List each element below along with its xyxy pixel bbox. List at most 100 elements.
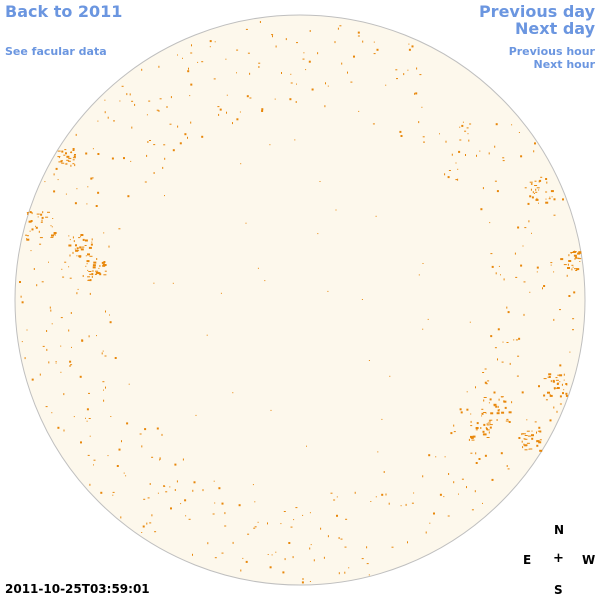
facula-dot [453, 481, 455, 484]
facula-dot [29, 230, 31, 232]
facula-dot [30, 250, 32, 252]
facula-dot [103, 232, 105, 234]
facula-dot [66, 162, 68, 165]
facula-dot [501, 396, 503, 398]
facula-dot [458, 493, 459, 495]
facula-dot [524, 449, 528, 451]
facula-dot [26, 329, 28, 331]
facula-dot [226, 111, 227, 114]
facula-dot [141, 532, 143, 533]
facula-dot [348, 567, 350, 569]
facula-dot [481, 415, 483, 417]
facula-dot [334, 41, 336, 44]
facula-dot [335, 209, 337, 211]
facula-dot [385, 493, 387, 496]
facula-dot [27, 213, 29, 215]
previous-day-link[interactable]: Previous day [478, 2, 595, 21]
facula-dot [500, 274, 501, 276]
facula-dot [78, 237, 81, 239]
facula-dot [376, 48, 379, 51]
facula-dot [134, 103, 136, 106]
facula-dot [309, 512, 311, 514]
facula-dot [163, 485, 166, 487]
back-to-year-link[interactable]: Back to 2011 [5, 2, 123, 21]
see-facular-data-link[interactable]: See facular data [5, 45, 107, 58]
facula-dot [96, 335, 97, 337]
facula-dot [568, 254, 570, 257]
facula-dot [534, 142, 536, 145]
facula-dot [572, 251, 576, 253]
facula-dot [295, 101, 297, 103]
facula-dot [42, 211, 44, 214]
facula-dot [559, 403, 562, 405]
facula-dot [506, 342, 509, 343]
facula-dot [540, 176, 543, 178]
facula-dot [562, 198, 564, 201]
facula-dot [87, 279, 91, 281]
facula-dot [66, 159, 70, 161]
facula-dot [311, 88, 314, 91]
facula-dot [405, 503, 407, 506]
facula-dot [232, 122, 233, 125]
facula-dot [344, 571, 346, 574]
facula-dot [53, 232, 57, 234]
facula-dot [529, 181, 533, 183]
facula-dot [327, 290, 329, 292]
facula-dot [506, 465, 508, 467]
facula-dot [177, 54, 178, 56]
facula-dot [471, 439, 475, 441]
facula-dot [506, 418, 509, 420]
facula-dot [156, 427, 159, 430]
facula-dot [31, 212, 33, 215]
facula-dot [503, 400, 507, 403]
facula-dot [170, 507, 172, 510]
facula-dot [466, 391, 468, 393]
facula-dot [422, 475, 424, 478]
facula-dot [91, 273, 94, 276]
facula-dot [31, 228, 34, 231]
facula-dot [578, 252, 582, 254]
facula-dot [213, 78, 216, 80]
facula-dot [270, 409, 272, 411]
facula-dot [125, 475, 127, 477]
facula-dot [575, 256, 578, 259]
facula-dot [73, 155, 76, 158]
facula-dot [553, 406, 555, 409]
facula-dot [549, 196, 551, 198]
facula-dot [57, 150, 61, 152]
facula-dot [495, 405, 498, 408]
next-day-link[interactable]: Next day [515, 19, 595, 38]
facula-dot [486, 437, 490, 438]
facula-dot [26, 212, 29, 214]
facula-dot [131, 100, 134, 102]
facula-dot [201, 61, 204, 63]
facula-dot [61, 268, 63, 270]
facula-dot [482, 372, 485, 373]
facula-dot [289, 98, 292, 101]
facula-dot [39, 373, 41, 376]
facula-dot [471, 509, 474, 511]
facula-dot [536, 197, 538, 199]
facula-dot [247, 533, 250, 535]
facula-dot [49, 306, 51, 309]
facula-dot [39, 243, 42, 245]
facula-dot [232, 541, 234, 544]
facula-dot [486, 429, 490, 431]
facula-dot [505, 420, 509, 422]
facula-dot [339, 25, 342, 27]
facula-dot [497, 358, 498, 361]
facula-dot [107, 455, 109, 457]
facula-dot [501, 411, 505, 414]
facula-dot [400, 505, 402, 507]
facula-dot [156, 109, 159, 111]
facula-dot [361, 299, 363, 300]
facula-dot [433, 512, 435, 515]
facula-dot [55, 362, 57, 364]
facula-dot [68, 157, 72, 159]
facula-dot [483, 397, 487, 398]
facula-dot [552, 379, 555, 382]
previous-hour-link[interactable]: Previous hour [508, 45, 595, 58]
facula-dot [534, 421, 537, 423]
next-hour-link[interactable]: Next hour [533, 58, 596, 71]
facula-dot [109, 321, 112, 324]
